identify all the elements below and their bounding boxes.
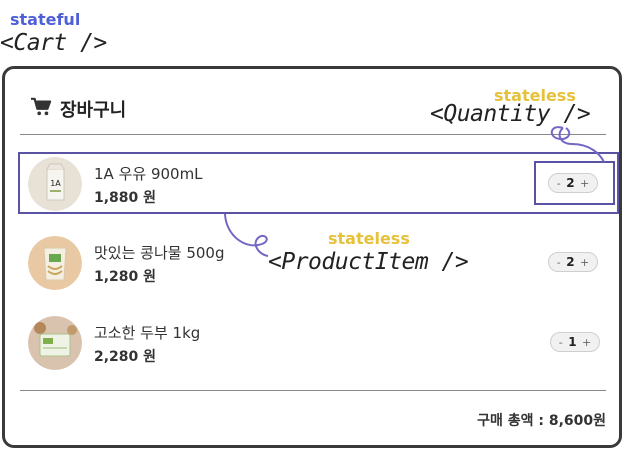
quantity-state-label: stateless	[494, 86, 576, 105]
increment-button[interactable]: +	[580, 176, 590, 190]
cart-header: 장바구니	[30, 96, 126, 122]
quantity-stepper[interactable]: - 2 +	[548, 252, 598, 272]
header-divider	[20, 134, 606, 135]
product-name: 고소한 두부 1kg	[94, 324, 201, 342]
increment-button[interactable]: +	[580, 255, 590, 269]
cart-total: 구매 총액 : 8,600원	[477, 413, 606, 429]
cart-component-label: <Cart />	[0, 30, 107, 56]
product-item: 1A 1A 우유 900mL 1,880 원 - 2 +	[28, 157, 608, 211]
product-item: 맛있는 콩나물 500g 1,280 원 - 2 +	[28, 236, 608, 290]
tofu-icon	[28, 316, 82, 370]
product-name: 맛있는 콩나물 500g	[94, 244, 225, 262]
product-item: 고소한 두부 1kg 2,280 원 - 1 +	[28, 316, 608, 370]
product-item-highlight	[18, 152, 619, 214]
item-state-label: stateless	[328, 229, 410, 248]
quantity-stepper[interactable]: - 1 +	[550, 332, 600, 352]
product-price: 1,880 원	[94, 190, 157, 206]
item-component-label: <ProductItem />	[268, 249, 469, 275]
cart-title: 장바구니	[60, 100, 127, 121]
bean-sprouts-icon	[28, 236, 82, 290]
footer-divider	[20, 390, 606, 391]
decrement-button[interactable]: -	[556, 176, 561, 190]
product-name: 1A 우유 900mL	[94, 165, 203, 183]
increment-button[interactable]: +	[582, 335, 592, 349]
quantity-component-label: <Quantity />	[430, 101, 591, 127]
cart-state-label: stateful	[10, 10, 81, 29]
quantity-highlight	[534, 161, 615, 205]
quantity-value: 2	[566, 255, 575, 269]
decrement-button[interactable]: -	[556, 255, 561, 269]
decrement-button[interactable]: -	[558, 335, 563, 349]
cart-icon	[30, 97, 52, 121]
quantity-value: 2	[566, 176, 575, 190]
quantity-stepper[interactable]: - 2 +	[548, 173, 598, 193]
cart-panel	[2, 66, 622, 448]
product-price: 1,280 원	[94, 269, 157, 285]
product-price: 2,280 원	[94, 349, 157, 365]
quantity-value: 1	[568, 335, 577, 349]
milk-carton-icon: 1A	[28, 157, 82, 211]
svg-text:1A: 1A	[50, 179, 61, 188]
